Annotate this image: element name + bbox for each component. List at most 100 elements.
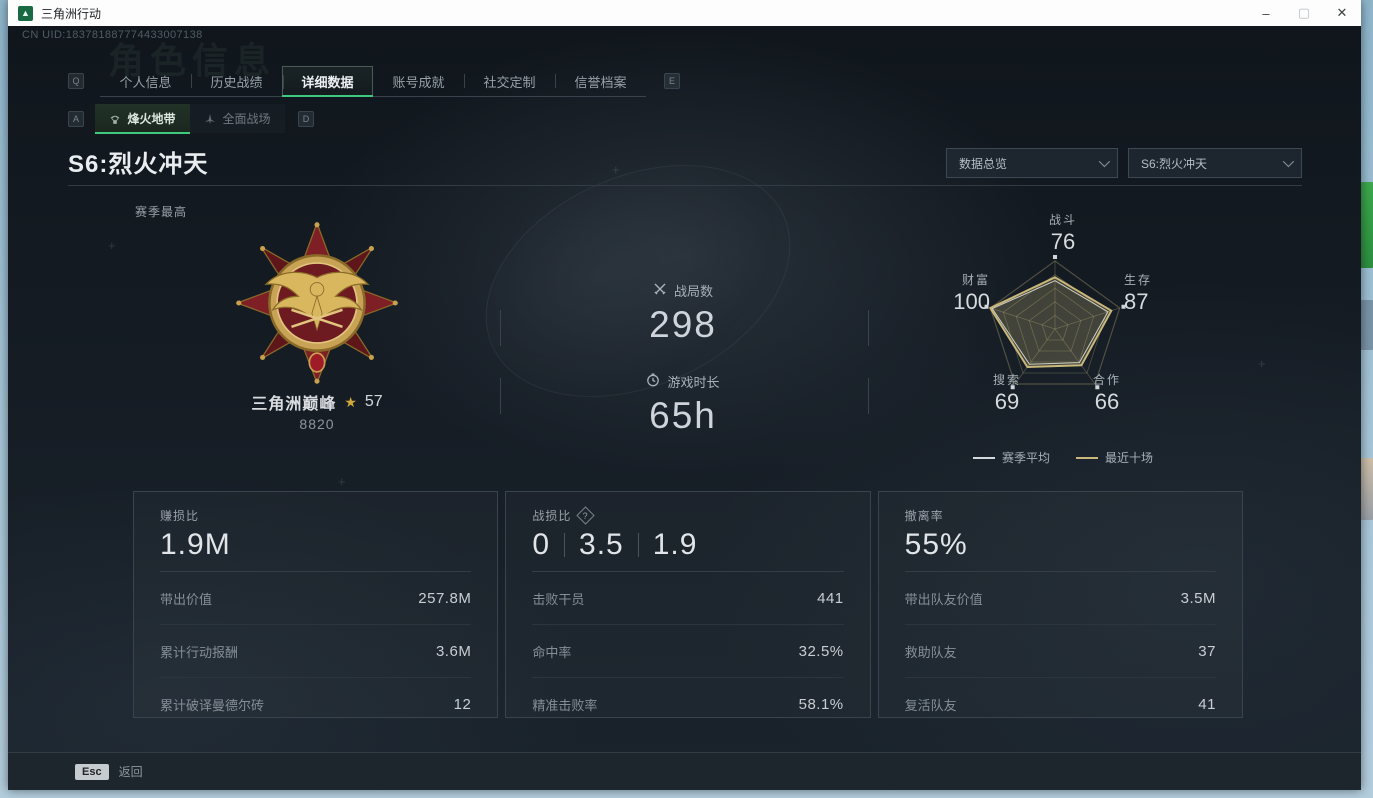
desktop-edge: [1361, 0, 1373, 798]
season-best-label: 赛季最高: [135, 205, 188, 219]
battles-value: 298: [649, 304, 717, 345]
mode-tab-bar: A 烽火地带 全面战场 D: [68, 104, 314, 134]
clock-icon: [646, 373, 660, 390]
medal-name: 三角洲巅峰: [251, 396, 337, 413]
value-separator: [564, 533, 566, 557]
background-watermark: 角色信息: [108, 40, 277, 81]
key-hint-a: A: [68, 110, 84, 127]
tab-social-customization[interactable]: 社交定制: [464, 66, 555, 96]
game-window: ▲ 三角洲行动 – ▢ ✕ 角色信息 + + + + CN UID:183781…: [8, 0, 1361, 790]
radar-axis-survival: 生存 87: [1124, 273, 1153, 314]
stat-row: 精准击败率 58.1%: [532, 696, 844, 713]
app-logo-icon: ▲: [18, 5, 33, 21]
radar-axis-wealth: 财富 100: [953, 273, 990, 314]
card-title: 赚损比: [160, 509, 200, 523]
stat-row: 击败干员 441: [532, 572, 844, 625]
decor-cross: +: [1258, 356, 1266, 371]
game-surface: 角色信息 + + + + CN UID:18378188777443300713…: [8, 26, 1361, 790]
stat-row: 累计破译曼德尔砖 12: [160, 696, 472, 713]
medal-points: 8820: [299, 416, 335, 432]
legend-line-swatch: [1076, 456, 1098, 459]
title-bar: ▲ 三角洲行动 – ▢ ✕: [8, 0, 1361, 26]
stat-row: 命中率 32.5%: [532, 625, 844, 678]
column-divider: [868, 310, 869, 346]
playtime-block: 游戏时长 65h: [583, 372, 783, 437]
main-tab-bar: Q 个人信息 历史战绩 详细数据 账号成就 社交定制 信誉档案 E: [68, 66, 680, 97]
chevron-down-icon: [1098, 155, 1111, 168]
data-overview-dropdown[interactable]: 数据总览: [946, 148, 1118, 178]
column-divider: [500, 310, 501, 346]
card-main-value: 1.9M: [160, 528, 231, 561]
stat-row: 复活队友 41: [904, 696, 1216, 713]
card-title: 撤离率: [904, 509, 944, 523]
card-profit-loss: 赚损比 1.9M 带出价值 257.8M 累计行动报酬 3.6M 累计破译曼德尔…: [133, 491, 499, 718]
player-uid: CN UID:183781887774433007138: [22, 29, 203, 41]
decor-cross: +: [612, 162, 620, 177]
tab-account-achievements[interactable]: 账号成就: [392, 74, 445, 90]
legend-season-average: 赛季平均: [972, 449, 1050, 466]
tab-personal-info[interactable]: 个人信息: [119, 74, 172, 90]
season-select-dropdown[interactable]: S6:烈火冲天: [1128, 148, 1302, 178]
dropdown-value: 数据总览: [959, 156, 1008, 171]
subtab-full-battlefield[interactable]: 全面战场: [190, 104, 285, 133]
subtab-label: 烽火地带: [127, 112, 176, 126]
desktop-icon-sliver: [1361, 300, 1373, 350]
stat-cards: 赚损比 1.9M 带出价值 257.8M 累计行动报酬 3.6M 累计破译曼德尔…: [133, 491, 1243, 718]
close-button[interactable]: ✕: [1336, 5, 1348, 20]
card-divider: [160, 571, 472, 572]
key-hint-d: D: [298, 110, 314, 127]
radar-chart: 战斗 76 生存 87 合作 66 搜索 69 财富 100: [938, 211, 1188, 496]
radar-svg: [984, 255, 1126, 390]
radar-legend: 赛季平均 最近十场: [938, 449, 1188, 466]
card-title: 战损比: [532, 509, 572, 523]
legend-line-swatch: [972, 456, 995, 459]
supply-drop-icon: [109, 113, 121, 125]
esc-key-badge[interactable]: Esc: [75, 763, 109, 780]
key-hint-q: Q: [68, 73, 84, 89]
radar-axis-combat: 战斗 76: [1048, 213, 1077, 254]
desktop-icon-sliver: [1361, 182, 1373, 268]
medal-star-count: 57: [364, 393, 383, 410]
mode-tabs: 烽火地带 全面战场: [95, 104, 285, 134]
playtime-label: 游戏时长: [667, 375, 720, 390]
battles-label: 战局数: [673, 284, 713, 299]
chevron-down-icon: [1282, 155, 1295, 168]
radar-axis-cooperation: 合作 66: [1092, 373, 1121, 414]
radar-axis-search: 搜索 69: [992, 373, 1021, 414]
tab-detailed-data[interactable]: 详细数据: [282, 66, 373, 97]
card-divider: [532, 571, 844, 572]
crossed-swords-icon: [653, 282, 667, 299]
season-medal: [232, 218, 402, 388]
tab-history-record[interactable]: 历史战绩: [191, 66, 282, 96]
stat-row: 救助队友 37: [904, 625, 1216, 678]
value-separator: [637, 533, 639, 557]
subtab-hazard-zone[interactable]: 烽火地带: [95, 104, 190, 134]
maximize-button[interactable]: ▢: [1297, 5, 1311, 20]
card-main-value: 0 3.5 1.9: [532, 528, 698, 561]
stat-row: 带出队友价值 3.5M: [904, 572, 1216, 625]
star-icon: ★: [344, 393, 357, 410]
stat-row: 带出价值 257.8M: [160, 572, 472, 625]
season-title: S6:烈火冲天: [68, 151, 209, 178]
key-hint-e: E: [664, 73, 680, 89]
card-kd-ratio: 战损比 ? 0 3.5 1.9 击败干员 441: [505, 491, 871, 718]
subtab-label: 全面战场: [222, 112, 271, 126]
dropdown-value: S6:烈火冲天: [1141, 156, 1208, 171]
stat-row: 累计行动报酬 3.6M: [160, 625, 472, 678]
minimize-button[interactable]: –: [1262, 5, 1270, 21]
tab-reputation-archive[interactable]: 信誉档案: [555, 66, 646, 96]
summary-column: 战局数 298 游戏时长 65h: [583, 281, 783, 437]
medal-name-row: 三角洲巅峰 ★ 57: [147, 390, 487, 414]
battlefield-icon: [204, 113, 216, 125]
help-icon[interactable]: ?: [576, 506, 596, 525]
back-button[interactable]: 返回: [118, 765, 143, 779]
header-divider: [68, 185, 1302, 186]
card-main-value: 55%: [904, 528, 968, 561]
desktop-icon-sliver: [1361, 458, 1373, 520]
decor-cross: +: [108, 238, 116, 253]
column-divider: [868, 378, 869, 414]
medal-graphic: [235, 221, 399, 385]
column-divider: [500, 378, 501, 414]
main-tabs: 个人信息 历史战绩 详细数据 账号成就 社交定制 信誉档案: [100, 66, 646, 97]
card-divider: [904, 571, 1216, 572]
